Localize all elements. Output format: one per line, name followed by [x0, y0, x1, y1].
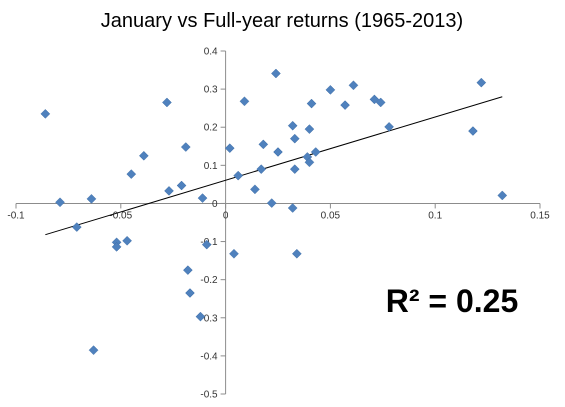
x-tick-label: 0: [223, 210, 229, 221]
data-point: [122, 235, 132, 246]
data-point: [250, 184, 260, 195]
data-point: [266, 198, 277, 208]
data-point: [86, 194, 97, 204]
y-tick-label: -0.4: [200, 351, 218, 362]
data-point: [306, 98, 317, 109]
data-point: [139, 150, 149, 161]
x-tick-label: -0.05: [109, 210, 132, 221]
x-tick-label: 0.15: [530, 210, 550, 221]
data-point: [185, 288, 195, 298]
data-point: [40, 109, 51, 119]
data-point: [162, 97, 172, 108]
data-point: [195, 311, 206, 322]
x-tick-labels: -0.1 -0.05 0 0.05 0.1 0.15: [7, 210, 550, 221]
y-tick-label: -0.5: [200, 390, 218, 401]
data-point: [224, 143, 235, 154]
data-point: [289, 133, 300, 144]
data-point: [384, 121, 394, 132]
data-point: [55, 197, 65, 208]
y-tick-label: -0.2: [200, 275, 218, 286]
data-point: [229, 248, 239, 259]
data-point: [273, 147, 283, 157]
y-tick-labels: 0.40.30.20.10-0.1-0.2-0.3-0.4-0.5: [200, 47, 218, 401]
data-point: [375, 97, 386, 108]
data-point: [258, 139, 269, 150]
y-tick-label: 0.4: [204, 47, 218, 58]
chart-title: January vs Full-year returns (1965-2013): [101, 10, 463, 32]
data-point: [271, 68, 281, 79]
y-tick-label: -0.3: [200, 313, 218, 324]
data-point: [310, 147, 321, 157]
x-tick-label: -0.1: [7, 210, 25, 221]
data-point: [183, 265, 193, 275]
trendline-group: [45, 96, 503, 236]
r-squared-annotation: R² = 0.25: [386, 283, 519, 319]
data-point: [287, 120, 298, 131]
data-point: [292, 248, 302, 259]
data-point: [304, 124, 315, 134]
data-point: [325, 85, 336, 95]
axes: [15, 50, 541, 395]
data-point: [126, 169, 137, 179]
trendline: [45, 96, 503, 236]
data-point: [289, 164, 300, 174]
data-point: [348, 80, 359, 91]
data-point: [256, 164, 267, 174]
y-tick-label: 0.1: [204, 161, 218, 172]
data-point: [233, 170, 244, 181]
data-point: [164, 186, 174, 196]
data-point: [468, 126, 478, 136]
y-tick-label: 0.3: [204, 85, 218, 96]
data-point: [176, 180, 187, 191]
data-points: [40, 68, 508, 356]
data-point: [497, 190, 508, 201]
data-point: [111, 242, 122, 252]
data-point: [88, 345, 99, 356]
data-point: [180, 142, 191, 152]
data-point: [476, 77, 487, 88]
data-point: [287, 203, 298, 213]
data-point: [201, 239, 212, 250]
x-tick-label: 0.05: [321, 210, 341, 221]
y-tick-label: 0: [212, 199, 218, 210]
data-point: [197, 193, 208, 203]
data-point: [239, 96, 250, 107]
data-point: [340, 100, 350, 110]
data-point: [71, 222, 82, 232]
data-point: [304, 157, 315, 168]
y-tick-label: 0.2: [204, 123, 218, 134]
x-tick-label: 0.1: [428, 210, 442, 221]
